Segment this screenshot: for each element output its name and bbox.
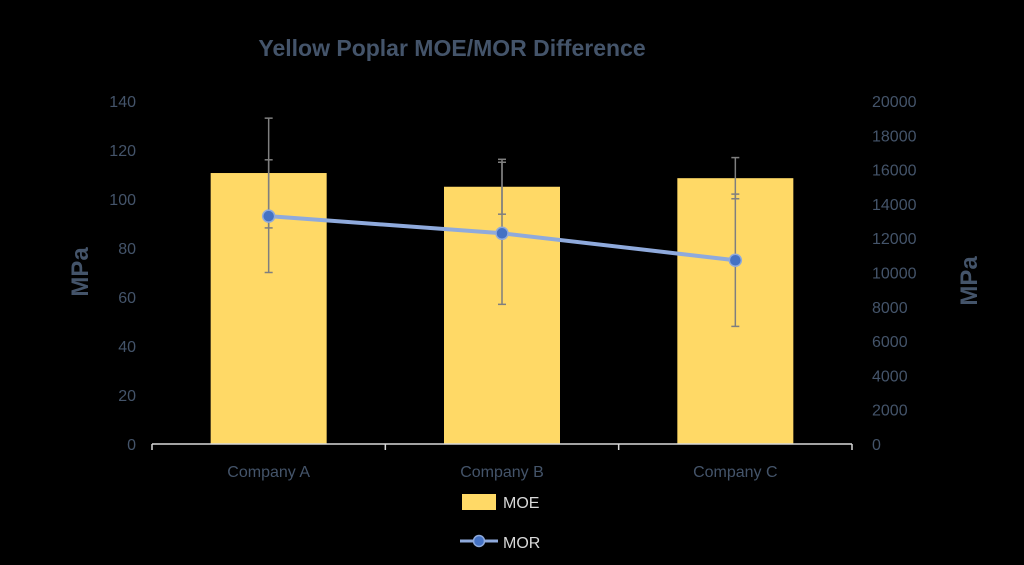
legend-moe-label: MOE [503,495,539,512]
right-axis-ticks: 0 2000 4000 6000 8000 10000 12000 14000 16000 180… [872,94,917,454]
right-tick-label: 10000 [872,266,917,283]
right-tick-label: 8000 [872,300,908,317]
left-tick-label: 120 [109,143,136,160]
left-tick-label: 0 [127,437,136,454]
category-label: Company C [693,464,777,481]
y-axis-title-left: MPa [67,247,94,297]
left-tick-label: 60 [118,290,136,307]
right-tick-label: 2000 [872,403,908,420]
mor-point [495,226,509,241]
category-labels: Company A Company B Company C [227,464,777,481]
x-axis-ticks [151,444,853,450]
left-tick-label: 80 [118,241,136,258]
legend-moe-swatch [462,494,496,510]
mor-point [728,253,743,267]
legend-mor-marker [472,534,486,548]
mor-error-bars [264,159,740,328]
left-tick-label: 100 [109,192,136,209]
right-tick-label: 16000 [872,163,917,180]
mor-points [261,209,743,267]
category-label: Company B [460,464,544,481]
left-tick-label: 140 [109,94,136,111]
right-tick-label: 20000 [872,94,917,111]
chart-title: Yellow Poplar MOE/MOR Difference [258,35,645,61]
left-axis-ticks: 0 20 40 60 80 100 120 140 [109,94,136,454]
right-tick-label: 14000 [872,197,917,214]
left-tick-label: 40 [118,339,136,356]
left-tick-label: 20 [118,388,136,405]
right-tick-label: 18000 [872,128,917,145]
category-label: Company A [227,464,310,481]
legend-mor-label: MOR [503,535,540,552]
right-tick-label: 6000 [872,334,908,351]
legend: MOE MOR [460,494,540,552]
y-axis-title-right: MPa [956,256,983,306]
mor-point [261,209,276,223]
right-tick-label: 0 [872,437,881,454]
right-tick-label: 4000 [872,368,908,385]
right-tick-label: 12000 [872,231,917,248]
